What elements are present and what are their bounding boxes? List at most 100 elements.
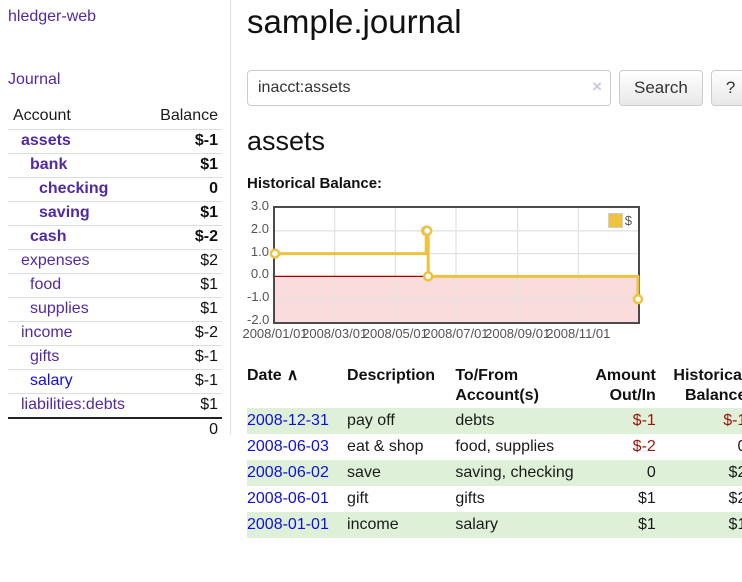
y-tick-label: -2.0 — [247, 313, 269, 327]
chart-title: Historical Balance: — [247, 175, 742, 192]
search-input[interactable] — [247, 70, 611, 106]
balance-column-header: Balance — [144, 104, 222, 130]
account-balance: $-1 — [144, 370, 222, 394]
transaction-accounts: food, supplies — [455, 434, 589, 460]
account-row: salary $-1 — [8, 370, 222, 394]
account-balance: $1 — [144, 202, 222, 226]
account-balance: $1 — [144, 154, 222, 178]
transaction-accounts: debts — [455, 408, 589, 434]
transaction-accounts: salary — [455, 512, 589, 538]
chart-canvas — [275, 208, 638, 322]
account-row: bank $1 — [8, 154, 222, 178]
transaction-date-link[interactable]: 2008-06-03 — [247, 438, 329, 455]
transaction-description: pay off — [347, 408, 455, 434]
chart-legend: $ — [606, 212, 634, 229]
transaction-date-link[interactable]: 2008-01-01 — [247, 516, 329, 533]
register-header-date[interactable]: Date∧ — [247, 364, 347, 408]
register-row: 2008-06-02savesaving, checking0$2 — [247, 460, 742, 486]
x-tick-label: 2008/01/01 — [242, 326, 307, 341]
help-button[interactable]: ? — [711, 70, 742, 106]
transaction-balance: $2 — [668, 460, 742, 486]
account-row: food $1 — [8, 274, 222, 298]
search-button[interactable]: Search — [619, 70, 703, 106]
account-row: checking 0 — [8, 178, 222, 202]
account-row: saving $1 — [8, 202, 222, 226]
transaction-amount: $-1 — [589, 408, 667, 434]
sort-ascending-icon: ∧ — [287, 367, 299, 384]
legend-swatch-icon — [608, 213, 623, 228]
account-link[interactable]: salary — [30, 372, 73, 389]
register-row: 2008-12-31pay offdebts$-1$-1 — [247, 408, 742, 434]
accounts-table: Account Balance assets $-1 bank $1 checking 0… — [8, 104, 222, 442]
account-row: assets $-1 — [8, 130, 222, 154]
y-tick-label: -1.0 — [247, 290, 269, 304]
register-table-body: 2008-12-31pay offdebts$-1$-12008-06-03ea… — [247, 408, 742, 538]
account-link[interactable]: liabilities:debts — [21, 396, 125, 413]
account-link[interactable]: assets — [21, 132, 71, 149]
clear-search-icon[interactable]: × — [592, 78, 602, 96]
y-tick-label: 3.0 — [247, 199, 269, 213]
account-balance: 0 — [144, 178, 222, 202]
account-link[interactable]: gifts — [30, 348, 59, 365]
account-balance: $-2 — [144, 322, 222, 346]
register-header-accounts: To/From Account(s) — [455, 364, 589, 408]
register-row: 2008-06-03eat & shopfood, supplies$-20 — [247, 434, 742, 460]
sidebar: hledger-web Journal Account Balance asse… — [0, 0, 231, 434]
transaction-accounts: gifts — [455, 486, 589, 512]
transaction-accounts: saving, checking — [455, 460, 589, 486]
transaction-balance: $1 — [668, 512, 742, 538]
register-header-description: Description — [347, 364, 455, 408]
account-row: liabilities:debts $1 — [8, 394, 222, 419]
accounts-table-body: assets$-1bank$1checking0saving$1cash$-2e… — [8, 130, 222, 443]
legend-label: $ — [625, 213, 632, 228]
transaction-balance: $2 — [668, 486, 742, 512]
accounts-total-row: 0 — [8, 418, 222, 442]
register-row: 2008-06-01 giftgifts$1$2 — [247, 486, 742, 512]
page-title: sample.journal — [247, 2, 742, 42]
transaction-description: gift — [347, 486, 455, 512]
account-balance: $1 — [144, 298, 222, 322]
accounts-total-value: 0 — [144, 418, 222, 442]
y-tick-label: 0.0 — [247, 267, 269, 281]
account-balance: $1 — [144, 394, 222, 419]
register-row: 2008-01-01incomesalary$1$1 — [247, 512, 742, 538]
account-row: expenses $2 — [8, 250, 222, 274]
account-link[interactable]: cash — [30, 228, 66, 245]
account-balance: $1 — [144, 274, 222, 298]
transaction-date-link[interactable]: 2008-06-01 — [247, 490, 329, 507]
account-link[interactable]: income — [21, 324, 73, 341]
account-balance: $-1 — [144, 130, 222, 154]
x-tick-label: 2008/05/01 — [363, 326, 428, 341]
transaction-balance: $-1 — [668, 408, 742, 434]
account-link[interactable]: bank — [30, 156, 67, 173]
account-row: supplies $1 — [8, 298, 222, 322]
transaction-balance: 0 — [668, 434, 742, 460]
account-link[interactable]: food — [30, 276, 61, 293]
account-link[interactable]: supplies — [30, 300, 89, 317]
account-row: cash$-2 — [8, 226, 222, 250]
transaction-amount: $1 — [589, 486, 667, 512]
x-tick-label: 2008/07/01 — [423, 326, 488, 341]
sidebar-item-journal[interactable]: Journal — [8, 71, 222, 89]
transaction-date-link[interactable]: 2008-12-31 — [247, 412, 329, 429]
register-header-balance: Historical Balance — [668, 364, 742, 408]
account-balance: $2 — [144, 250, 222, 274]
accounts-column-header: Account — [8, 104, 144, 130]
transaction-date-link[interactable]: 2008-06-02 — [247, 464, 329, 481]
register-table: Date∧ Description To/From Account(s) Amo… — [247, 364, 742, 538]
app-window: hledger-web Journal Account Balance asse… — [0, 0, 742, 538]
main-content: sample.journal × Search ? assets Histori… — [231, 0, 742, 538]
account-link[interactable]: saving — [39, 204, 90, 221]
transaction-description: income — [347, 512, 455, 538]
brand-link[interactable]: hledger-web — [8, 8, 222, 26]
transaction-description: eat & shop — [347, 434, 455, 460]
chart-plot-area: $ — [273, 206, 640, 324]
y-tick-label: 2.0 — [247, 222, 269, 236]
account-link[interactable]: checking — [39, 180, 108, 197]
account-row: gifts$-1 — [8, 346, 222, 370]
x-tick-label: 2008/11/01 — [546, 326, 610, 341]
y-tick-label: 1.0 — [247, 245, 269, 259]
historical-balance-chart: $ 3.02.01.00.0-1.0-2.0 2008/01/012008/03… — [247, 200, 742, 342]
x-tick-label: 2008/03/01 — [302, 326, 367, 341]
account-link[interactable]: expenses — [21, 252, 90, 269]
